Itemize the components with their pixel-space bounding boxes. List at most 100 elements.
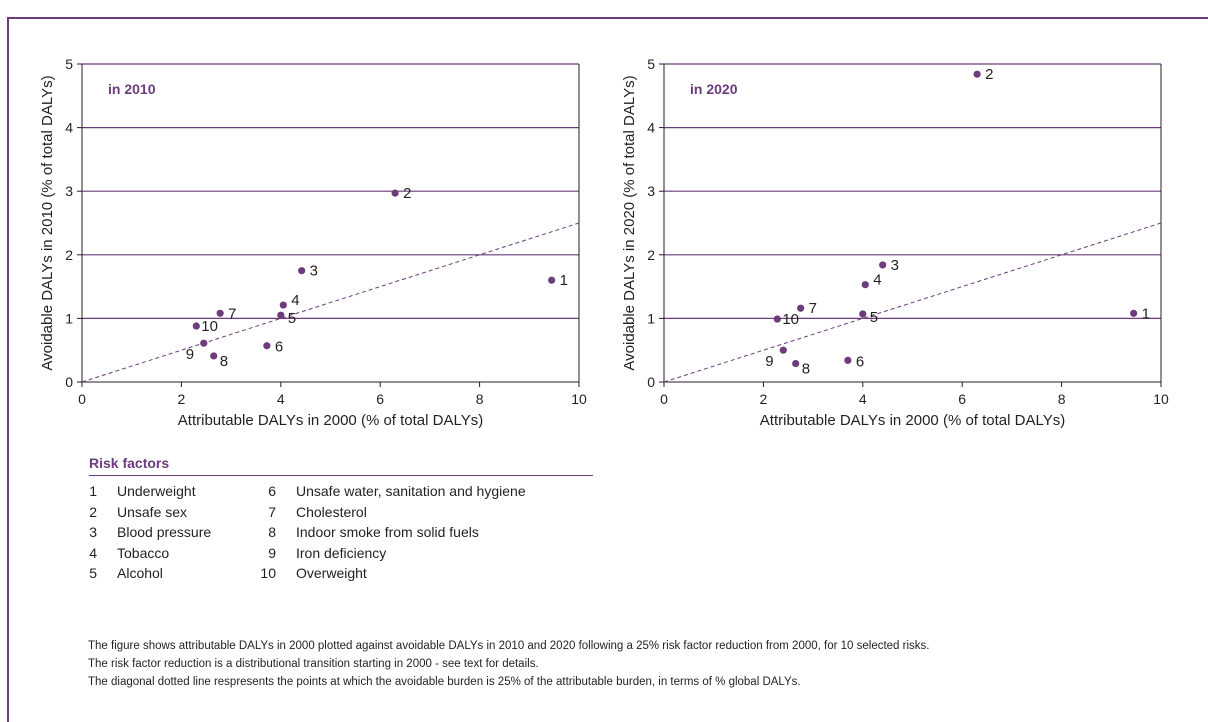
legend-item-number: 6 — [268, 483, 276, 499]
legend-item: 7 Cholesterol — [256, 502, 367, 522]
point-label: 10 — [201, 318, 218, 335]
x-axis-label: Attributable DALYs in 2000 (% of total D… — [760, 412, 1065, 429]
x-tick-label: 2 — [178, 391, 186, 407]
note-line: The risk factor reduction is a distribut… — [88, 658, 539, 670]
point-label: 8 — [220, 353, 228, 370]
y-tick-label: 4 — [647, 120, 655, 136]
legend-item-label: Cholesterol — [296, 503, 367, 520]
legend-item-label: Alcohol — [117, 565, 163, 581]
legend-item-number: 2 — [89, 503, 97, 520]
data-point — [1130, 309, 1138, 317]
y-tick-label: 1 — [65, 310, 73, 326]
legend-item: 8 Indoor smoke from solid fuels — [256, 522, 479, 542]
y-tick-label: 4 — [65, 120, 73, 136]
point-label: 2 — [403, 185, 411, 202]
data-point — [548, 276, 556, 284]
point-label: 7 — [228, 305, 236, 322]
legend-item: 3 Blood pressure — [77, 522, 211, 542]
x-tick-label: 0 — [78, 391, 86, 407]
legend-item-label: Unsafe sex — [117, 503, 188, 520]
legend-item: 9 Iron deficiency — [256, 543, 386, 563]
y-tick-label: 2 — [65, 247, 73, 263]
point-label: 2 — [985, 66, 993, 83]
y-tick-label: 1 — [647, 310, 655, 326]
data-point — [861, 281, 869, 289]
legend-item-number: 4 — [89, 544, 97, 561]
legend-title: Risk factors — [89, 453, 593, 476]
reference-line — [663, 222, 1162, 383]
legend-item: 1 Underweight — [77, 481, 196, 501]
figure-notes: The figure shows attributable DALYs in 2… — [88, 637, 929, 691]
data-point — [859, 310, 867, 318]
risk-factor-legend: Risk factors 1 Underweight 2 Unsafe sex 3 Blo… — [89, 453, 593, 581]
data-point — [192, 322, 200, 330]
data-point — [216, 309, 224, 317]
data-point — [844, 356, 852, 364]
point-label: 8 — [802, 361, 810, 378]
x-tick-label: 4 — [859, 391, 867, 407]
x-axis-label: Attributable DALYs in 2000 (% of total D… — [178, 412, 483, 429]
legend-item-number: 9 — [268, 544, 276, 561]
data-point — [779, 346, 787, 354]
legend-item-label: Underweight — [117, 483, 196, 499]
y-tick-label: 3 — [65, 183, 73, 199]
chart-title: in 2020 — [690, 81, 738, 97]
legend-item-label: Tobacco — [117, 544, 170, 561]
y-tick-label: 5 — [647, 56, 655, 72]
point-label: 3 — [310, 263, 318, 280]
x-tick-label: 8 — [1058, 391, 1066, 407]
chart-2020: 0 1 2 3 4 5 0 2 4 6 8 10 in 2020 Attributable DALYs i… — [621, 56, 1169, 429]
note-line: The figure shows attributable DALYs in 2… — [88, 640, 930, 652]
reference-line — [81, 222, 580, 383]
legend-item-label: Unsafe water, sanitation and hygiene — [296, 483, 526, 499]
y-axis-label: Avoidable DALYs in 2010 (% of total DALY… — [39, 75, 56, 370]
data-point — [879, 261, 887, 269]
data-point — [391, 189, 399, 197]
legend-item-label: Iron deficiency — [296, 544, 387, 561]
legend-item-label: Overweight — [296, 565, 367, 581]
x-tick-label: 6 — [376, 391, 384, 407]
point-label: 6 — [275, 339, 283, 356]
data-point — [298, 267, 306, 275]
data-point — [263, 342, 271, 350]
legend-item: 2 Unsafe sex — [77, 502, 187, 522]
legend-item-label: Blood pressure — [117, 524, 212, 540]
legend-item-number: 7 — [268, 503, 276, 520]
y-tick-label: 0 — [65, 374, 73, 390]
x-tick-label: 10 — [1153, 391, 1169, 407]
point-label: 1 — [1142, 305, 1150, 322]
x-tick-label: 10 — [571, 391, 587, 407]
x-tick-label: 0 — [660, 391, 668, 407]
note-line: The diagonal dotted line respresents the… — [88, 676, 801, 688]
legend-item-label: Indoor smoke from solid fuels — [296, 524, 479, 540]
legend-item-number: 8 — [268, 524, 276, 540]
legend-item: 10 Overweight — [256, 563, 367, 583]
data-point — [973, 70, 981, 78]
y-axis-label: Avoidable DALYs in 2020 (% of total DALY… — [621, 75, 638, 370]
data-point — [210, 352, 218, 360]
x-tick-label: 8 — [476, 391, 484, 407]
point-label: 10 — [782, 311, 799, 328]
point-label: 5 — [870, 309, 878, 326]
data-point — [792, 359, 800, 368]
figure-frame — [7, 17, 1208, 722]
y-tick-label: 0 — [647, 374, 655, 390]
y-tick-label: 2 — [647, 247, 655, 263]
point-label: 9 — [765, 353, 773, 370]
x-tick-label: 6 — [958, 391, 966, 407]
data-point — [773, 315, 781, 323]
data-point — [279, 301, 287, 309]
data-point — [200, 339, 208, 347]
y-tick-label: 3 — [647, 183, 655, 199]
x-tick-label: 2 — [760, 391, 768, 407]
legend-item-number: 1 — [89, 483, 97, 499]
y-tick-label: 5 — [65, 56, 73, 72]
chart-title: in 2010 — [108, 81, 156, 97]
point-label: 4 — [873, 272, 881, 289]
legend-item-number: 3 — [89, 524, 97, 540]
legend-item: 6 Unsafe water, sanitation and hygiene — [256, 481, 526, 501]
legend-item: 4 Tobacco — [77, 543, 169, 563]
data-point — [797, 304, 805, 312]
point-label: 6 — [856, 353, 864, 370]
